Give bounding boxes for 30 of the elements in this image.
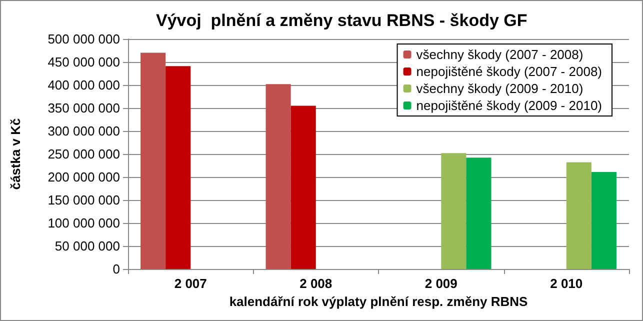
y-tick-label: 100 000 000 bbox=[48, 216, 120, 230]
y-tick-label: 150 000 000 bbox=[48, 192, 120, 208]
bar bbox=[441, 153, 466, 269]
bar bbox=[290, 106, 316, 269]
y-axis-title: částka v Kč bbox=[8, 118, 23, 190]
x-axis-title: kalendářní rok výplaty plnění resp. změny RBNS bbox=[229, 294, 528, 309]
y-tick-label: 400 000 000 bbox=[48, 78, 120, 92]
bar bbox=[140, 52, 166, 269]
y-tick-label: 450 000 000 bbox=[48, 54, 120, 70]
y-tick-label: 0 bbox=[112, 262, 120, 276]
legend-label: nepojištěné škody (2009 - 2010) bbox=[416, 98, 602, 113]
x-tick-label: 2 008 bbox=[300, 276, 332, 291]
y-tick-label: 300 000 000 bbox=[48, 124, 120, 138]
legend-label: nepojištěné škody (2007 - 2008) bbox=[416, 64, 602, 79]
bar bbox=[266, 84, 291, 269]
y-tick-label: 250 000 000 bbox=[48, 146, 120, 162]
y-tick-label: 50 000 000 bbox=[54, 238, 120, 254]
bar bbox=[591, 172, 616, 269]
y-tick-label: 350 000 000 bbox=[48, 100, 120, 116]
y-tick-label: 500 000 000 bbox=[48, 32, 120, 46]
legend-label: všechny škody (2009 - 2010) bbox=[416, 81, 584, 96]
bar bbox=[466, 158, 492, 269]
x-tick-label: 2 009 bbox=[424, 276, 458, 291]
legend-label: všechny škody (2007 - 2008) bbox=[416, 47, 584, 62]
x-tick-label: 2 007 bbox=[174, 276, 207, 291]
bar bbox=[166, 66, 191, 269]
bar bbox=[566, 162, 592, 269]
x-tick-label: 2 010 bbox=[550, 276, 583, 291]
y-tick-label: 200 000 000 bbox=[48, 170, 120, 184]
chart-title: Vývoj plnění a změny stavu RBNS - škody GF bbox=[156, 11, 528, 30]
